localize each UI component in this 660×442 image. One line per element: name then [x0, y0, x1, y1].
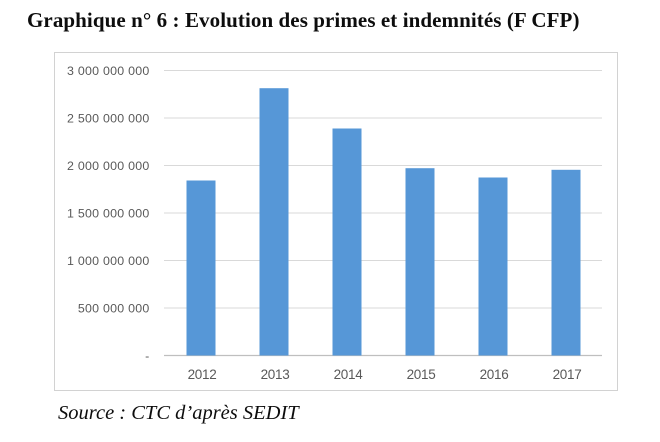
- svg-text:2013: 2013: [261, 367, 290, 382]
- svg-text:500 000 000: 500 000 000: [78, 301, 150, 315]
- svg-text:3 000 000 000: 3 000 000 000: [67, 64, 150, 78]
- svg-text:1 500 000 000: 1 500 000 000: [67, 206, 150, 220]
- svg-text:2 000 000 000: 2 000 000 000: [67, 159, 150, 173]
- svg-text:1 000 000 000: 1 000 000 000: [67, 254, 150, 268]
- svg-text:2015: 2015: [407, 367, 436, 382]
- svg-text:-: -: [145, 349, 149, 363]
- svg-text:2017: 2017: [553, 367, 582, 382]
- svg-text:2 500 000 000: 2 500 000 000: [67, 111, 150, 125]
- svg-text:2016: 2016: [480, 367, 509, 382]
- svg-text:2014: 2014: [334, 367, 364, 382]
- svg-text:2012: 2012: [188, 367, 217, 382]
